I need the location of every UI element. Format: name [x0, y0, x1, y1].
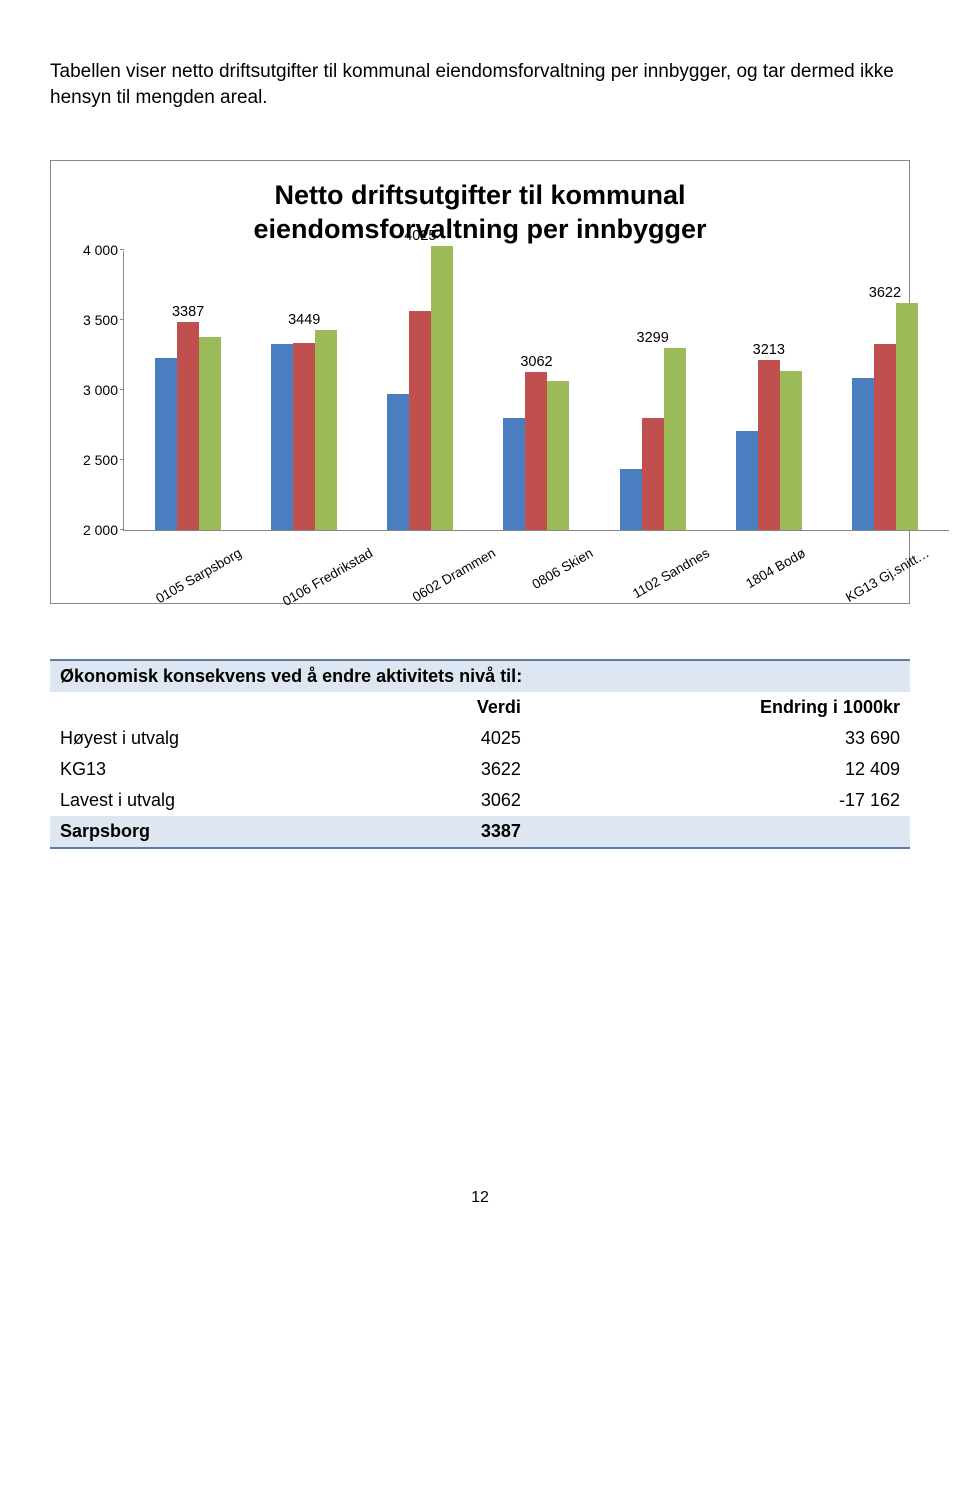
- bar-group: 3622: [833, 251, 937, 530]
- chart-title-line1: Netto driftsutgifter til kommunal: [275, 180, 686, 210]
- bar: [293, 343, 315, 530]
- bar: [155, 358, 177, 530]
- x-axis-label: KG13 Gj.snitt…: [840, 531, 960, 641]
- bar-group: 4025: [368, 251, 472, 530]
- bar-value-label: 3062: [484, 354, 588, 370]
- x-axis-label: 1804 Bodø: [740, 531, 844, 627]
- row-label: Høyest i utvalg: [50, 723, 379, 754]
- bar: [852, 378, 874, 530]
- bar: [642, 418, 664, 530]
- chart-plot: 3387 3449 4025 3062 3299 3213 3622 2 000 2 500 3…: [69, 251, 949, 593]
- row-endring: 12 409: [531, 754, 910, 785]
- row-verdi: 3062: [379, 785, 531, 816]
- bar: [620, 469, 642, 529]
- row-verdi: 4025: [379, 723, 531, 754]
- bar-value-label: 3449: [252, 312, 356, 328]
- foot-label: Sarpsborg: [50, 816, 379, 848]
- row-endring: -17 162: [531, 785, 910, 816]
- bar: [874, 344, 896, 530]
- table-footer-row: Sarpsborg 3387: [50, 816, 910, 848]
- bar-value-label: 3622: [833, 285, 937, 301]
- table-header-row: Økonomisk konsekvens ved å endre aktivit…: [50, 660, 910, 692]
- row-verdi: 3622: [379, 754, 531, 785]
- bar-group: 3387: [136, 251, 240, 530]
- x-axis-label: 0106 Fredrikstad: [277, 531, 411, 644]
- bar: [177, 322, 199, 529]
- bar: [409, 311, 431, 530]
- bar-value-label: 3299: [601, 330, 705, 346]
- bar-group: 3299: [601, 251, 705, 530]
- ytick-label: 2 500: [70, 452, 118, 468]
- intro-text: Tabellen viser netto driftsutgifter til …: [50, 59, 910, 110]
- page-number: 12: [50, 1189, 910, 1207]
- x-axis-label: 0105 Sarpsborg: [150, 531, 280, 642]
- row-label: Lavest i utvalg: [50, 785, 379, 816]
- chart-title-line2: eiendomsforvaltning per innbygger: [253, 214, 706, 244]
- bar-value-label: 4025: [368, 228, 472, 244]
- ytick-label: 4 000: [70, 242, 118, 258]
- bar: [315, 330, 337, 530]
- ytick-label: 2 000: [70, 522, 118, 538]
- table-row: Høyest i utvalg402533 690: [50, 723, 910, 754]
- ytick-label: 3 000: [70, 382, 118, 398]
- x-axis-label: 0806 Skien: [527, 531, 632, 627]
- foot-verdi: 3387: [379, 816, 531, 848]
- x-axis-label: 1102 Sandnes: [627, 531, 748, 637]
- economic-table: Økonomisk konsekvens ved å endre aktivit…: [50, 659, 910, 849]
- table-row: KG13362212 409: [50, 754, 910, 785]
- chart-container: Netto driftsutgifter til kommunal eiendo…: [50, 160, 910, 604]
- table-row: Lavest i utvalg3062-17 162: [50, 785, 910, 816]
- bar-group: 3449: [252, 251, 356, 530]
- bar: [525, 372, 547, 530]
- bar: [736, 431, 758, 530]
- bar: [503, 418, 525, 530]
- bar-group: 3062: [484, 251, 588, 530]
- x-axis-label: 0602 Drammen: [407, 531, 534, 640]
- row-label: KG13: [50, 754, 379, 785]
- bar: [780, 371, 802, 530]
- table-subheader-row: Verdi Endring i 1000kr: [50, 692, 910, 723]
- ytick-label: 3 500: [70, 312, 118, 328]
- bar: [271, 344, 293, 529]
- bar: [896, 303, 918, 530]
- col-endring: Endring i 1000kr: [531, 692, 910, 723]
- bar-value-label: 3213: [717, 342, 821, 358]
- chart-legend: 200820092010: [949, 251, 960, 593]
- bar: [547, 381, 569, 530]
- row-endring: 33 690: [531, 723, 910, 754]
- bar: [387, 394, 409, 530]
- bar: [664, 348, 686, 530]
- bar-value-label: 3387: [136, 304, 240, 320]
- chart-title: Netto driftsutgifter til kommunal eiendo…: [69, 179, 891, 247]
- bar: [199, 337, 221, 530]
- table-title: Økonomisk konsekvens ved å endre aktivit…: [50, 660, 910, 692]
- bar: [431, 246, 453, 530]
- bar-group: 3213: [717, 251, 821, 530]
- col-verdi: Verdi: [379, 692, 531, 723]
- bar: [758, 360, 780, 530]
